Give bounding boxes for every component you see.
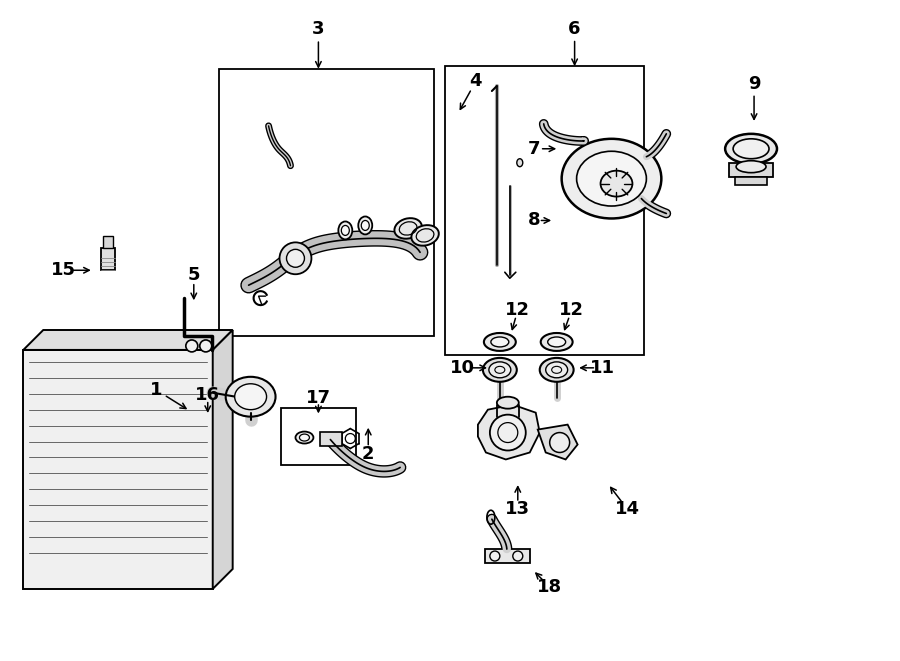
Text: 2: 2 bbox=[362, 446, 374, 463]
Text: 8: 8 bbox=[527, 212, 540, 229]
Text: 13: 13 bbox=[505, 500, 530, 518]
Ellipse shape bbox=[394, 218, 422, 239]
Ellipse shape bbox=[235, 384, 266, 410]
Ellipse shape bbox=[483, 358, 517, 382]
Text: 12: 12 bbox=[559, 301, 584, 319]
Ellipse shape bbox=[358, 217, 373, 235]
Ellipse shape bbox=[600, 171, 633, 196]
Polygon shape bbox=[537, 424, 578, 459]
Ellipse shape bbox=[489, 362, 511, 378]
Ellipse shape bbox=[295, 432, 313, 444]
Circle shape bbox=[200, 340, 212, 352]
Ellipse shape bbox=[541, 333, 572, 351]
Text: 7: 7 bbox=[527, 139, 540, 158]
Circle shape bbox=[280, 243, 311, 274]
Text: 14: 14 bbox=[615, 500, 640, 518]
Ellipse shape bbox=[300, 434, 310, 441]
Polygon shape bbox=[212, 330, 233, 589]
Bar bbox=[104, 237, 113, 249]
Text: 1: 1 bbox=[149, 381, 162, 399]
Ellipse shape bbox=[338, 221, 352, 239]
Ellipse shape bbox=[736, 161, 766, 173]
Text: 16: 16 bbox=[195, 386, 220, 404]
Text: 9: 9 bbox=[748, 75, 760, 93]
Circle shape bbox=[185, 340, 198, 352]
Bar bbox=[281, 408, 356, 465]
Bar bbox=[729, 163, 773, 176]
Ellipse shape bbox=[562, 139, 662, 219]
Ellipse shape bbox=[411, 225, 439, 246]
Bar bbox=[219, 69, 434, 336]
Bar bbox=[735, 176, 767, 184]
Circle shape bbox=[490, 551, 500, 561]
Text: 3: 3 bbox=[312, 20, 325, 38]
Ellipse shape bbox=[734, 139, 769, 159]
Ellipse shape bbox=[725, 134, 777, 164]
Ellipse shape bbox=[548, 337, 565, 347]
Polygon shape bbox=[478, 405, 540, 459]
Text: 4: 4 bbox=[470, 72, 482, 90]
Ellipse shape bbox=[577, 151, 646, 206]
Ellipse shape bbox=[491, 337, 508, 347]
Circle shape bbox=[286, 249, 304, 267]
Text: 11: 11 bbox=[590, 359, 615, 377]
Text: 18: 18 bbox=[537, 578, 562, 596]
Bar bbox=[445, 66, 644, 355]
Bar bbox=[101, 249, 115, 270]
Text: 15: 15 bbox=[50, 261, 76, 279]
Text: 12: 12 bbox=[505, 301, 530, 319]
Circle shape bbox=[550, 432, 570, 453]
Bar bbox=[485, 549, 530, 563]
Bar bbox=[23, 350, 212, 589]
Ellipse shape bbox=[361, 221, 369, 231]
Ellipse shape bbox=[517, 159, 523, 167]
Ellipse shape bbox=[226, 377, 275, 416]
Ellipse shape bbox=[341, 225, 349, 235]
Text: 5: 5 bbox=[187, 266, 200, 284]
Circle shape bbox=[513, 551, 523, 561]
Text: 17: 17 bbox=[306, 389, 331, 407]
Ellipse shape bbox=[540, 358, 573, 382]
Text: 6: 6 bbox=[569, 20, 580, 38]
Ellipse shape bbox=[545, 362, 568, 378]
Ellipse shape bbox=[484, 333, 516, 351]
Circle shape bbox=[490, 414, 526, 451]
Polygon shape bbox=[23, 330, 233, 350]
Text: 10: 10 bbox=[449, 359, 474, 377]
Ellipse shape bbox=[497, 397, 518, 408]
Bar bbox=[320, 432, 342, 446]
